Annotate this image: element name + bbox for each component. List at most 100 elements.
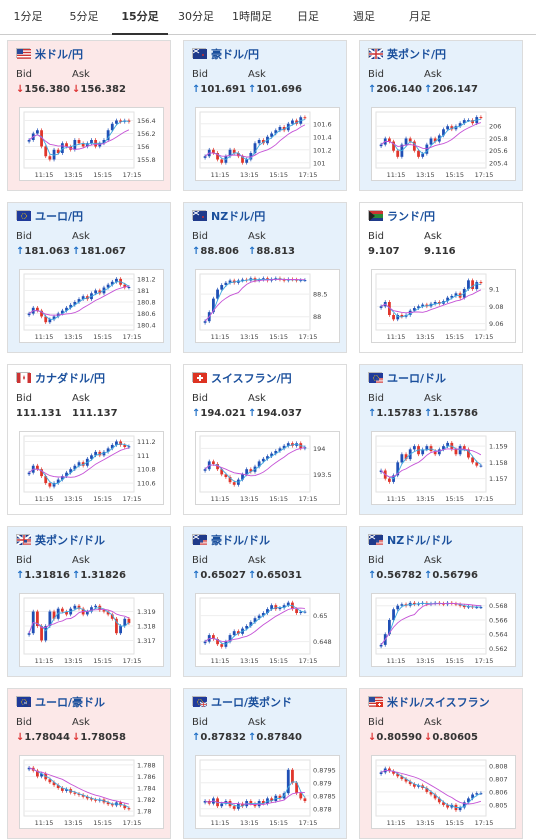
tab-0[interactable]: 1分足 [13,10,43,23]
pair-title[interactable]: 英ポンド/円 [368,46,446,62]
price-chart[interactable]: 1.159 1.158 1.157 11:15 13:15 15:15 17:15 [371,431,516,505]
za-flag-icon [368,210,383,221]
pair-title[interactable]: NZドル/円 [192,208,265,224]
y-tick-label: 0.807 [489,775,508,783]
tab-1[interactable]: 5分足 [69,10,99,23]
candle-body [232,482,236,485]
candle-body [379,772,383,774]
pair-title[interactable]: カナダドル/円 [16,370,105,386]
pair-title[interactable]: スイスフラン/円 [192,370,292,386]
candle-body [471,794,474,799]
pair-card[interactable]: 豪ドル/ドル Bid Ask ↑0.65027 ↑0.65031 0.65 0.648 11:… [183,526,347,677]
candle-body [257,140,261,144]
candle-body [127,286,131,288]
tab-3[interactable]: 30分足 [178,10,214,23]
x-tick-label: 13:15 [64,657,83,665]
bid-label: Bid [368,555,384,566]
y-tick-label: 1.318 [137,623,156,631]
pair-card[interactable]: ユーロ/英ポンド Bid Ask ↑0.87832 ↑0.87840 0.8795 0.87… [183,688,347,839]
x-tick-label: 15:15 [445,657,464,665]
price-chart[interactable]: 9.1 9.08 9.06 11:15 13:15 15:15 17:15 [371,269,516,343]
ma-fast-line [380,770,482,808]
candle-body [228,635,232,642]
pair-title[interactable]: 豪ドル/円 [192,46,259,62]
x-tick-label: 11:15 [35,657,54,665]
price-chart[interactable]: 0.65 0.648 11:15 13:15 15:15 17:15 [195,593,340,667]
pair-card[interactable]: 英ポンド/ドル Bid Ask ↑1.31816 ↑1.31826 1.319 1.318 1… [7,526,171,677]
pair-card[interactable]: 英ポンド/円 Bid Ask ↑206.140 ↑206.147 206 205.8 205.… [359,40,523,191]
price-chart[interactable]: 0.8795 0.879 0.8785 0.878 11:15 13:15 15:15 17:… [195,755,340,829]
price-chart[interactable]: 0.568 0.566 0.564 0.562 11:15 13:15 15:15 17:15 [371,593,516,667]
candle-body [433,451,437,455]
tab-4[interactable]: 1時間足 [232,10,272,23]
pair-card[interactable]: ユーロ/ドル Bid Ask ↑1.15783 ↑1.15786 1.159 1.158 1.… [359,364,523,515]
chart-svg: 0.808 0.807 0.806 0.805 11:15 13:15 15:15 17:15 [375,759,508,827]
ma-slow-line [204,607,305,642]
chart-svg: 9.1 9.08 9.06 11:15 13:15 15:15 17:15 [375,273,503,341]
bid-value: ↓0.80590 [368,732,422,743]
candle-body [417,306,420,309]
pair-title[interactable]: 米ドル/円 [16,46,83,62]
pair-title[interactable]: ユーロ/円 [16,208,83,224]
price-chart[interactable]: 1.319 1.318 1.317 11:15 13:15 15:15 17:15 [19,593,164,667]
ma-fast-line [28,443,130,485]
y-tick-label: 0.879 [313,779,332,787]
candle-body [253,143,257,153]
price-chart[interactable]: 206 205.8 205.6 205.4 11:15 13:15 15:15 17:15 [371,107,516,181]
price-chart[interactable]: 181.2 181 180.8 180.6 180.4 11:15 13:15 15:15 17… [19,269,164,343]
candle-body [404,778,408,782]
candle-body [417,603,420,605]
pair-name: ユーロ/英ポンド [211,696,293,709]
pair-title[interactable]: ランド/円 [368,208,435,224]
pair-card[interactable]: カナダドル/円 Bid Ask 111.131 111.137 111.2 111 110.8… [7,364,171,515]
x-tick-label: 13:15 [416,495,435,503]
pair-card[interactable]: ユーロ/豪ドル Bid Ask ↓1.78044 ↓1.78058 1.788 1.786 1… [7,688,171,839]
up-arrow-icon: ↑ [248,408,257,419]
y-tick-label: 0.562 [489,645,508,653]
pair-card[interactable]: ランド/円 Bid Ask 9.107 9.116 9.1 9.08 9.06 11:15 13:… [359,202,523,353]
price-chart[interactable]: 1.788 1.786 1.784 1.782 1.78 11:15 13:15 15:15 1… [19,755,164,829]
ma-fast-line [28,607,130,634]
candle-body [216,464,219,470]
x-tick-label: 11:15 [35,495,54,503]
tab-2[interactable]: 15分足 [112,0,168,35]
y-tick-label: 1.788 [137,761,156,769]
pair-title[interactable]: 豪ドル/ドル [192,532,270,548]
pair-title[interactable]: NZドル/ドル [368,532,452,548]
pair-card[interactable]: 豪ドル/円 Bid Ask ↑101.691 ↑101.696 101.6 101.4 101… [183,40,347,191]
tab-7[interactable]: 月足 [409,10,431,23]
y-tick-label: 1.158 [489,459,508,467]
pair-title[interactable]: 英ポンド/ドル [16,532,105,548]
price-chart[interactable]: 156.4 156.2 156 155.8 11:15 13:15 15:15 17:15 [19,107,164,181]
pair-card[interactable]: 米ドル/円 Bid Ask ↓156.380 ↓156.382 156.4 156.2 156… [7,40,171,191]
candle-body [119,441,122,445]
candle-body [475,462,479,466]
price-chart[interactable]: 194 193.5 11:15 13:15 15:15 17:15 [195,431,340,505]
pair-card[interactable]: ユーロ/円 Bid Ask ↑181.063 ↑181.067 181.2 181 180.8… [7,202,171,353]
ask-label: Ask [72,69,90,80]
price-chart[interactable]: 88.5 88 11:15 13:15 15:15 17:15 [195,269,340,343]
tab-6[interactable]: 週足 [353,10,375,23]
candle-body [48,611,52,626]
pair-card[interactable]: 米ドル/スイスフラン Bid Ask ↓0.80590 ↓0.80605 0.808 0.8… [359,688,523,839]
candle-body [48,319,52,323]
price-chart[interactable]: 0.808 0.807 0.806 0.805 11:15 13:15 15:15 17:15 [371,755,516,829]
pair-card[interactable]: スイスフラン/円 Bid Ask ↑194.021 ↑194.037 194 193.5 11… [183,364,347,515]
ma-slow-line [28,608,130,634]
pair-title[interactable]: ユーロ/ドル [368,370,446,386]
price-chart[interactable]: 101.6 101.4 101.2 101 11:15 13:15 15:15 17:15 [195,107,340,181]
candle-body [471,457,474,463]
pair-title[interactable]: 米ドル/スイスフラン [368,694,490,710]
candle-body [282,605,286,608]
y-tick-label: 1.159 [489,443,508,451]
chart-svg: 0.568 0.566 0.564 0.562 11:15 13:15 15:15 17:15 [375,597,508,665]
pair-title[interactable]: ユーロ/英ポンド [192,694,292,710]
pair-title[interactable]: ユーロ/豪ドル [16,694,105,710]
pair-card[interactable]: NZドル/ドル Bid Ask ↑0.56782 ↑0.56796 0.568 0.566 0… [359,526,523,677]
price-chart[interactable]: 111.2 111 110.8 110.6 11:15 13:15 15:15 17:15 [19,431,164,505]
candle-body [249,622,253,626]
up-arrow-icon: ↑ [16,570,25,581]
pair-card[interactable]: NZドル/円 Bid Ask ↑88.806 ↑88.813 88.5 88 11:15 13:… [183,202,347,353]
tab-5[interactable]: 日足 [297,10,319,23]
candle-body [40,310,43,317]
